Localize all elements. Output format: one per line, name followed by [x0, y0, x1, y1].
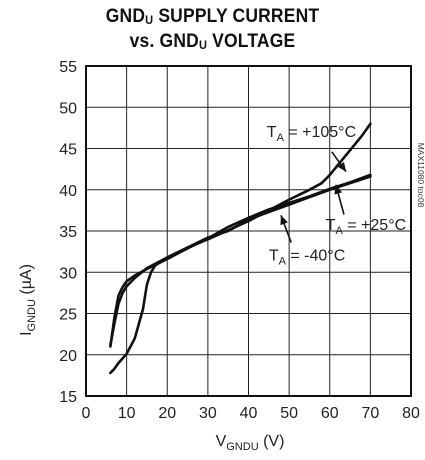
- x-tick-label: 30: [199, 405, 217, 422]
- x-tick-label: 0: [82, 405, 91, 422]
- y-tick-label: 55: [59, 59, 77, 76]
- x-tick-label: 20: [158, 405, 176, 422]
- series-label-1: TA = +105°C: [267, 124, 356, 144]
- y-tick-label: 30: [59, 265, 77, 282]
- x-tick-label: 70: [361, 405, 379, 422]
- y-tick-label: 35: [59, 224, 77, 241]
- series-line-3: [109, 175, 372, 347]
- series-label-2: TA = +25°C: [326, 217, 406, 237]
- x-tick-label: 80: [402, 405, 420, 422]
- x-tick-label: 40: [240, 405, 258, 422]
- x-axis-label: VGNDU (V): [216, 433, 285, 453]
- annotation-arrowhead-2: [334, 184, 343, 195]
- annotation-arrowhead-1: [337, 162, 346, 172]
- y-tick-label: 25: [59, 307, 77, 324]
- y-tick-label: 40: [59, 183, 77, 200]
- axis-ticks: 0 10 20 30 40 50 60 70 80 15 20 25 30 35 40 45 50 55: [59, 59, 420, 422]
- y-tick-label: 15: [59, 389, 77, 406]
- x-tick-label: 50: [280, 405, 298, 422]
- x-tick-label: 10: [118, 405, 136, 422]
- x-tick-label: 60: [321, 405, 339, 422]
- y-tick-label: 20: [59, 348, 77, 365]
- annotation-arrowhead-3: [280, 215, 288, 226]
- series-lines: [109, 122, 372, 375]
- y-tick-label: 50: [59, 100, 77, 117]
- annotations: TA = +105°C TA = +25°C TA = -40°C: [267, 124, 406, 268]
- series-label-3: TA = -40°C: [269, 248, 345, 268]
- chart-title-line1: GNDU SUPPLY CURRENT: [105, 6, 320, 27]
- chart-title-line2: vs. GNDU VOLTAGE: [129, 31, 296, 52]
- y-tick-label: 45: [59, 142, 77, 159]
- y-axis-label: IGNDU (µA): [18, 264, 38, 336]
- figure-code: MAX11080 toc08: [416, 143, 425, 208]
- plot-frame: [85, 65, 412, 397]
